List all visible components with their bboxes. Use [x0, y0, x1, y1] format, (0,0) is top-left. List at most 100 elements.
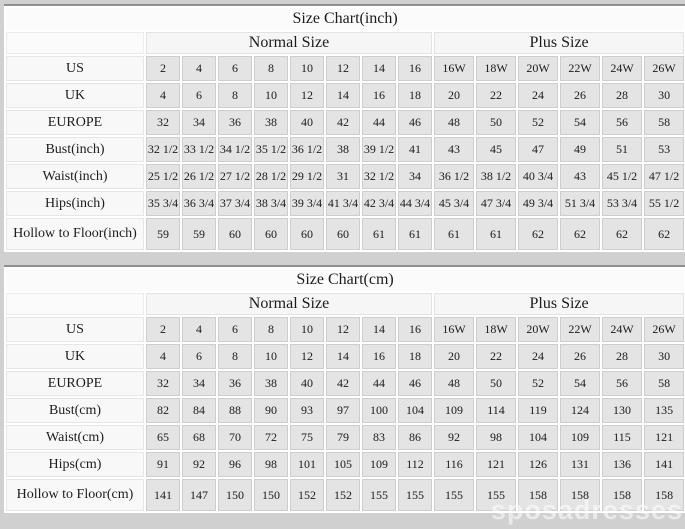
data-cell: 147: [182, 479, 216, 511]
corner-cell: [6, 32, 144, 54]
data-cell: 4: [182, 56, 216, 81]
data-cell: 34: [182, 110, 216, 135]
data-cell: 42 3/4: [362, 191, 396, 216]
data-cell: 58: [644, 110, 685, 135]
data-cell: 12: [290, 83, 324, 108]
data-cell: 54: [560, 371, 600, 396]
table-title: Size Chart(cm): [6, 269, 685, 291]
data-cell: 158: [518, 479, 558, 511]
data-cell: 130: [602, 398, 642, 423]
data-cell: 49 3/4: [518, 191, 558, 216]
data-cell: 10: [290, 317, 324, 342]
data-cell: 126: [518, 452, 558, 477]
data-cell: 26W: [644, 56, 685, 81]
data-cell: 12: [326, 56, 360, 81]
data-cell: 12: [290, 344, 324, 369]
data-cell: 47: [518, 137, 558, 162]
row-label: Waist(cm): [6, 425, 144, 450]
data-cell: 61: [398, 218, 432, 250]
data-cell: 105: [326, 452, 360, 477]
row-label: Hips(inch): [6, 191, 144, 216]
table-row: Hollow to Floor(inch) 59 59 60 60 60 60 61 61 61 6…: [6, 218, 685, 250]
data-cell: 41: [398, 137, 432, 162]
data-cell: 43: [434, 137, 474, 162]
data-cell: 135: [644, 398, 685, 423]
data-cell: 32: [146, 110, 180, 135]
column-group-row: Normal Size Plus Size: [6, 293, 685, 315]
data-cell: 16: [398, 56, 432, 81]
data-cell: 44: [362, 371, 396, 396]
data-cell: 53: [644, 137, 685, 162]
data-cell: 49: [560, 137, 600, 162]
data-cell: 48: [434, 110, 474, 135]
data-cell: 70: [218, 425, 252, 450]
data-cell: 37 3/4: [218, 191, 252, 216]
data-cell: 34 1/2: [218, 137, 252, 162]
data-cell: 16: [362, 83, 396, 108]
data-cell: 51: [602, 137, 642, 162]
column-group-header: Plus Size: [434, 293, 685, 315]
data-cell: 40: [290, 371, 324, 396]
data-cell: 32 1/2: [362, 164, 396, 189]
data-cell: 38: [326, 137, 360, 162]
data-cell: 52: [518, 110, 558, 135]
data-cell: 35 1/2: [254, 137, 288, 162]
data-cell: 62: [644, 218, 685, 250]
data-cell: 109: [434, 398, 474, 423]
data-cell: 34: [182, 371, 216, 396]
data-cell: 90: [254, 398, 288, 423]
data-cell: 24: [518, 83, 558, 108]
row-label: EUROPE: [6, 371, 144, 396]
data-cell: 8: [218, 344, 252, 369]
data-cell: 53 3/4: [602, 191, 642, 216]
data-cell: 4: [146, 344, 180, 369]
data-cell: 24W: [602, 56, 642, 81]
data-cell: 26 1/2: [182, 164, 216, 189]
data-cell: 65: [146, 425, 180, 450]
data-cell: 155: [398, 479, 432, 511]
data-cell: 61: [434, 218, 474, 250]
row-label: UK: [6, 83, 144, 108]
data-cell: 33 1/2: [182, 137, 216, 162]
data-cell: 60: [290, 218, 324, 250]
data-cell: 30: [644, 344, 685, 369]
column-group-header: Normal Size: [146, 32, 432, 54]
data-cell: 26: [560, 83, 600, 108]
data-cell: 31: [326, 164, 360, 189]
data-cell: 2: [146, 317, 180, 342]
size-chart-table-cm: Size Chart(cm) Normal Size Plus Size US 2 4 6 8…: [4, 265, 685, 513]
data-cell: 62: [518, 218, 558, 250]
data-cell: 93: [290, 398, 324, 423]
data-cell: 152: [290, 479, 324, 511]
data-cell: 10: [254, 83, 288, 108]
data-cell: 82: [146, 398, 180, 423]
data-cell: 38 3/4: [254, 191, 288, 216]
data-cell: 46: [398, 371, 432, 396]
row-label: Hollow to Floor(inch): [6, 218, 144, 250]
data-cell: 56: [602, 371, 642, 396]
column-group-header: Plus Size: [434, 32, 685, 54]
corner-cell: [6, 293, 144, 315]
data-cell: 35 3/4: [146, 191, 180, 216]
data-cell: 116: [434, 452, 474, 477]
data-cell: 121: [476, 452, 516, 477]
data-cell: 36: [218, 371, 252, 396]
data-cell: 104: [518, 425, 558, 450]
data-cell: 124: [560, 398, 600, 423]
data-cell: 131: [560, 452, 600, 477]
data-cell: 141: [644, 452, 685, 477]
data-cell: 36 1/2: [434, 164, 474, 189]
data-cell: 30: [644, 83, 685, 108]
data-cell: 20: [434, 83, 474, 108]
data-cell: 28: [602, 83, 642, 108]
data-cell: 14: [362, 317, 396, 342]
data-cell: 115: [602, 425, 642, 450]
table-row: EUROPE 32 34 36 38 40 42 44 46 48 50 52 54 56 58: [6, 110, 685, 135]
data-cell: 92: [182, 452, 216, 477]
data-cell: 36 3/4: [182, 191, 216, 216]
data-cell: 119: [518, 398, 558, 423]
data-cell: 24W: [602, 317, 642, 342]
data-cell: 10: [290, 56, 324, 81]
data-cell: 32: [146, 371, 180, 396]
table-title-row: Size Chart(cm): [6, 269, 685, 291]
